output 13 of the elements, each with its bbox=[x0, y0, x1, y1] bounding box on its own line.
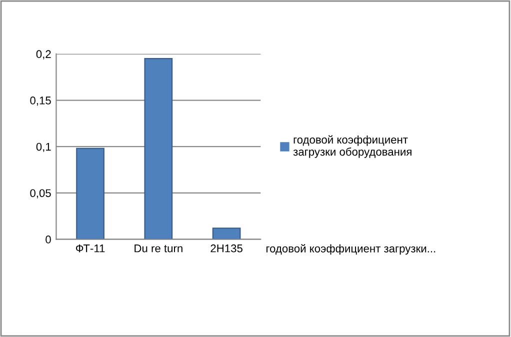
x-tick-label: 2Н135 bbox=[210, 244, 242, 252]
x-tick-label: Du re turn bbox=[134, 244, 182, 252]
legend-label: годовой коэффициент загрузки оборудования bbox=[293, 135, 412, 158]
bar bbox=[76, 148, 104, 240]
bar bbox=[144, 58, 173, 240]
y-tick-label: 0,1 bbox=[36, 142, 51, 152]
y-tick-label: 0,2 bbox=[36, 50, 51, 60]
y-tick-label: 0 bbox=[46, 236, 51, 244]
x-tick-label: ФТ-11 bbox=[76, 244, 105, 252]
bar bbox=[212, 228, 241, 240]
y-tick-label: 0,05 bbox=[30, 189, 51, 198]
text: годовой коэффициент загрузки... bbox=[266, 244, 436, 255]
y-tick-label: 0,15 bbox=[30, 96, 51, 106]
